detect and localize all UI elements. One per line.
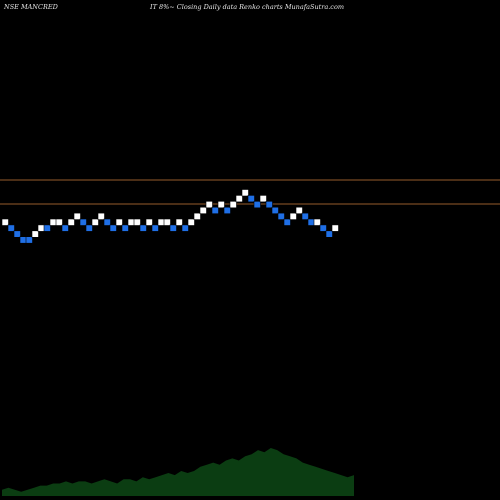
renko-brick bbox=[151, 224, 159, 232]
renko-brick bbox=[211, 206, 219, 214]
renko-brick bbox=[313, 218, 321, 226]
renko-brick bbox=[301, 212, 309, 220]
renko-brick bbox=[289, 212, 297, 220]
chart-symbol: NSE MANCRED bbox=[4, 3, 58, 11]
renko-brick bbox=[241, 189, 249, 197]
renko-brick bbox=[109, 224, 117, 232]
renko-brick bbox=[13, 230, 21, 238]
renko-brick bbox=[205, 201, 213, 209]
renko-brick bbox=[325, 230, 333, 238]
renko-brick bbox=[73, 212, 81, 220]
renko-brick bbox=[67, 218, 75, 226]
renko-brick bbox=[61, 224, 69, 232]
renko-brick bbox=[37, 224, 45, 232]
renko-brick bbox=[49, 218, 57, 226]
renko-brick bbox=[265, 201, 273, 209]
renko-brick bbox=[283, 218, 291, 226]
chart-subtitle: IT 8%~ Closing Daily data Renko charts M… bbox=[150, 3, 345, 11]
renko-brick bbox=[91, 218, 99, 226]
renko-brick bbox=[133, 218, 141, 226]
renko-brick bbox=[139, 224, 147, 232]
renko-brick bbox=[307, 218, 315, 226]
renko-brick bbox=[157, 218, 165, 226]
volume-area bbox=[2, 448, 354, 496]
renko-brick bbox=[229, 201, 237, 209]
renko-brick bbox=[85, 224, 93, 232]
renko-brick bbox=[79, 218, 87, 226]
renko-brick bbox=[295, 206, 303, 214]
renko-brick bbox=[25, 236, 33, 244]
renko-brick bbox=[43, 224, 51, 232]
renko-brick bbox=[127, 218, 135, 226]
renko-brick bbox=[55, 218, 63, 226]
renko-brick bbox=[7, 224, 15, 232]
renko-brick bbox=[193, 212, 201, 220]
renko-brick bbox=[253, 201, 261, 209]
renko-brick bbox=[31, 230, 39, 238]
renko-brick bbox=[319, 224, 327, 232]
renko-brick bbox=[271, 206, 279, 214]
renko-brick bbox=[259, 195, 267, 203]
renko-brick bbox=[199, 206, 207, 214]
renko-brick bbox=[97, 212, 105, 220]
renko-brick bbox=[1, 218, 9, 226]
renko-brick bbox=[277, 212, 285, 220]
renko-brick bbox=[187, 218, 195, 226]
renko-brick bbox=[235, 195, 243, 203]
renko-brick bbox=[145, 218, 153, 226]
renko-brick bbox=[103, 218, 111, 226]
renko-brick bbox=[115, 218, 123, 226]
renko-brick bbox=[163, 218, 171, 226]
renko-brick bbox=[121, 224, 129, 232]
renko-brick bbox=[217, 201, 225, 209]
renko-brick bbox=[247, 195, 255, 203]
renko-brick bbox=[175, 218, 183, 226]
renko-brick bbox=[169, 224, 177, 232]
renko-brick bbox=[19, 236, 27, 244]
renko-brick bbox=[331, 224, 339, 232]
renko-brick bbox=[181, 224, 189, 232]
renko-brick bbox=[223, 206, 231, 214]
